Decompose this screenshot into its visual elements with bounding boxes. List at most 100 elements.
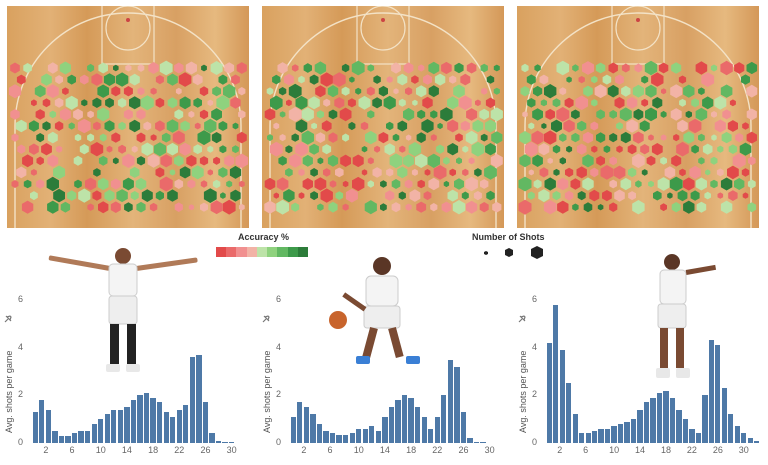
histogram-bar[interactable]	[183, 404, 189, 443]
histogram-bar[interactable]	[708, 340, 714, 443]
histogram-bar[interactable]	[196, 354, 202, 443]
histogram-bar[interactable]	[566, 383, 572, 443]
histogram-bar[interactable]	[316, 423, 323, 443]
histogram-bar[interactable]	[349, 433, 355, 443]
histogram-bar[interactable]	[111, 409, 117, 443]
histogram-bar[interactable]	[98, 419, 104, 443]
histogram-bar[interactable]	[176, 409, 182, 443]
histogram-bar[interactable]	[650, 397, 656, 443]
histogram-bar[interactable]	[228, 441, 235, 443]
histogram-bar[interactable]	[130, 400, 137, 443]
histogram-bar[interactable]	[408, 397, 414, 443]
histogram-bar[interactable]	[137, 395, 143, 443]
shot-hex-bin	[705, 169, 711, 176]
histogram-bar[interactable]	[388, 407, 395, 443]
histogram-bar[interactable]	[460, 412, 467, 443]
histogram-bar[interactable]	[734, 426, 740, 443]
histogram-bar[interactable]	[611, 426, 617, 443]
histogram-bar[interactable]	[741, 433, 747, 443]
histogram-bar[interactable]	[414, 407, 421, 443]
histogram-bar[interactable]	[617, 423, 624, 443]
histogram-bar[interactable]	[754, 440, 760, 443]
histogram-bar[interactable]	[637, 409, 643, 443]
histogram-bar[interactable]	[441, 395, 447, 443]
histogram-bar[interactable]	[303, 407, 310, 443]
histogram-bar[interactable]	[401, 395, 408, 443]
pin-icon[interactable]	[518, 310, 526, 323]
shot-hex-bin	[341, 86, 350, 96]
histogram-bar[interactable]	[669, 397, 676, 443]
histogram-bar[interactable]	[702, 395, 708, 443]
histogram-bar[interactable]	[39, 400, 45, 443]
histogram-bar[interactable]	[156, 402, 163, 443]
histogram-bar[interactable]	[222, 441, 228, 443]
histogram-bar[interactable]	[310, 414, 316, 443]
histogram-bar[interactable]	[676, 409, 682, 443]
histogram-bar[interactable]	[546, 342, 552, 443]
histogram-bar[interactable]	[170, 416, 176, 443]
histogram-bar[interactable]	[579, 433, 585, 443]
histogram-bar[interactable]	[71, 433, 78, 443]
histogram-bar[interactable]	[336, 434, 342, 443]
histogram-bar[interactable]	[65, 435, 71, 443]
histogram-bar[interactable]	[715, 345, 721, 443]
histogram-bar[interactable]	[202, 402, 209, 443]
histogram-bar[interactable]	[656, 392, 663, 443]
histogram-bar[interactable]	[630, 419, 637, 443]
histogram-bar[interactable]	[104, 414, 110, 443]
histogram-bar[interactable]	[124, 407, 130, 443]
histogram-bar[interactable]	[189, 357, 196, 443]
histogram-bar[interactable]	[362, 428, 368, 443]
histogram-bar[interactable]	[591, 431, 598, 443]
histogram-bar[interactable]	[480, 441, 486, 443]
histogram-bar[interactable]	[572, 414, 578, 443]
histogram-bar[interactable]	[454, 366, 460, 443]
histogram-bar[interactable]	[559, 350, 565, 443]
histogram-bar[interactable]	[323, 431, 329, 443]
histogram-bar[interactable]	[585, 433, 591, 443]
histogram-bar[interactable]	[663, 390, 669, 443]
histogram-bar[interactable]	[117, 409, 124, 443]
histogram-bar[interactable]	[447, 359, 454, 443]
histogram-bar[interactable]	[52, 431, 58, 443]
histogram-bar[interactable]	[32, 412, 38, 443]
pin-icon[interactable]	[262, 310, 270, 323]
histogram-bar[interactable]	[45, 409, 52, 443]
histogram-bar[interactable]	[553, 304, 559, 443]
histogram-bar[interactable]	[434, 416, 440, 443]
pin-icon[interactable]	[4, 310, 12, 323]
histogram-bar[interactable]	[329, 433, 336, 443]
histogram-bar[interactable]	[728, 414, 734, 443]
histogram-bar[interactable]	[395, 400, 401, 443]
shot-hex-bin	[702, 96, 714, 110]
histogram-bar[interactable]	[721, 388, 727, 443]
histogram-bar[interactable]	[421, 416, 427, 443]
histogram-bar[interactable]	[598, 428, 604, 443]
histogram-bar[interactable]	[604, 428, 611, 443]
histogram-bar[interactable]	[58, 435, 65, 443]
histogram-bar[interactable]	[91, 423, 97, 443]
histogram-bar[interactable]	[356, 428, 362, 443]
histogram-bar[interactable]	[143, 392, 150, 443]
histogram-bar[interactable]	[747, 438, 753, 443]
histogram-bar[interactable]	[342, 434, 349, 443]
histogram-bar[interactable]	[84, 431, 91, 443]
histogram-bar[interactable]	[428, 428, 434, 443]
histogram-bar[interactable]	[695, 433, 702, 443]
histogram-bar[interactable]	[150, 397, 156, 443]
histogram-bar[interactable]	[643, 402, 650, 443]
histogram-bar[interactable]	[215, 440, 222, 443]
histogram-bar[interactable]	[467, 438, 473, 443]
histogram-bar[interactable]	[163, 412, 169, 443]
histogram-bar[interactable]	[382, 416, 388, 443]
histogram-bar[interactable]	[682, 419, 689, 443]
histogram-bar[interactable]	[209, 433, 215, 443]
histogram-bar[interactable]	[78, 431, 84, 443]
histogram-bar[interactable]	[473, 441, 480, 443]
histogram-bar[interactable]	[290, 416, 296, 443]
histogram-bar[interactable]	[297, 402, 303, 443]
histogram-bar[interactable]	[689, 428, 695, 443]
histogram-bar[interactable]	[375, 431, 382, 443]
histogram-bar[interactable]	[624, 421, 630, 443]
histogram-bar[interactable]	[369, 426, 375, 443]
